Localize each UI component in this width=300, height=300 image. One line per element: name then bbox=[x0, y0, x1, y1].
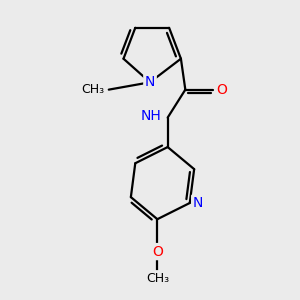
Text: CH₃: CH₃ bbox=[146, 272, 169, 285]
Text: N: N bbox=[193, 196, 203, 210]
Text: O: O bbox=[152, 244, 163, 259]
Text: NH: NH bbox=[141, 109, 162, 123]
Text: CH₃: CH₃ bbox=[81, 83, 104, 96]
Text: N: N bbox=[145, 75, 155, 89]
Text: O: O bbox=[216, 82, 227, 97]
